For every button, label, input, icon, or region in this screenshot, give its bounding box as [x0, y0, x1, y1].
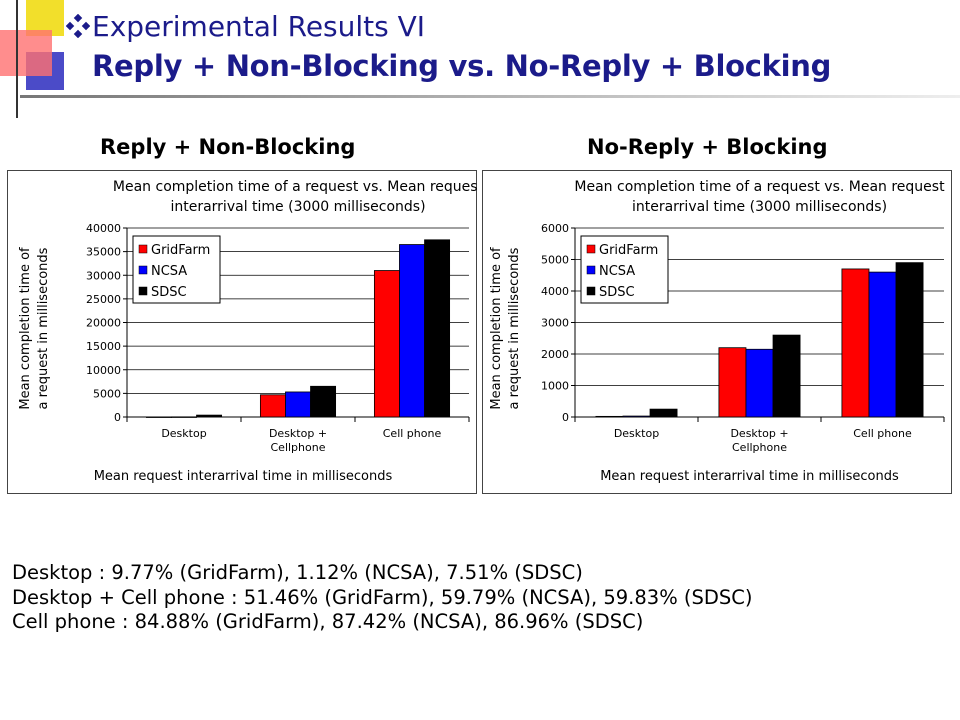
legend-label-sdsc: SDSC [599, 285, 635, 300]
y-axis-label-line: a request in milliseconds [507, 247, 522, 409]
y-tick-label: 5000 [541, 254, 569, 267]
vertical-rule [16, 0, 18, 118]
chart-noreply-blocking: Mean completion time of a request vs. Me… [482, 170, 952, 494]
legend-swatch-gridfarm [586, 244, 596, 254]
panel-title-left: Reply + Non-Blocking [100, 135, 356, 159]
y-tick-label: 4000 [541, 285, 569, 298]
legend-swatch-sdsc [586, 286, 596, 296]
results-notes: Desktop : 9.77% (GridFarm), 1.12% (NCSA)… [12, 561, 753, 635]
bar-gridfarm-1 [259, 394, 286, 418]
y-tick-label: 0 [562, 411, 569, 424]
note-desktop: Desktop : 9.77% (GridFarm), 1.12% (NCSA)… [12, 561, 583, 584]
chart-title-line: interarrival time (3000 milliseconds) [632, 199, 887, 215]
y-axis-label-line: Mean completion time of [489, 247, 504, 410]
legend-label-gridfarm: GridFarm [151, 243, 210, 258]
bar-gridfarm-2 [373, 270, 400, 418]
y-tick-label: 15000 [86, 340, 121, 353]
note-desktop-cellphone: Desktop + Cell phone : 51.46% (GridFarm)… [12, 585, 753, 609]
legend-box [132, 235, 221, 304]
x-category-label: Cellphone [271, 441, 326, 454]
slide-subtitle: Reply + Non-Blocking vs. No-Reply + Bloc… [92, 49, 832, 83]
x-category-label: Desktop [614, 427, 659, 440]
chart-reply-nonblocking: Mean completion time of a request vs. Me… [7, 170, 477, 494]
x-category-label: Cell phone [853, 427, 912, 440]
x-category-label: Desktop [161, 427, 206, 440]
y-tick-label: 30000 [86, 269, 121, 282]
y-tick-label: 1000 [541, 380, 569, 393]
bar-ncsa-2 [399, 244, 425, 418]
y-tick-label: 6000 [541, 222, 569, 235]
y-tick-label: 20000 [86, 317, 121, 330]
bar-ncsa-0 [171, 416, 197, 418]
bar-sdsc-1 [310, 385, 337, 418]
diamond-bullet-icon [66, 14, 90, 38]
legend-swatch-ncsa [586, 265, 596, 275]
y-tick-label: 5000 [93, 387, 121, 400]
bar-gridfarm-0 [595, 415, 624, 418]
y-tick-label: 3000 [541, 317, 569, 330]
bar-sdsc-2 [895, 262, 924, 418]
y-tick-label: 25000 [86, 293, 121, 306]
x-axis-label: Mean request interarrival time in millis… [600, 469, 899, 484]
bar-ncsa-1 [285, 391, 311, 418]
chart-title-line: Mean completion time of a request vs. Me… [113, 179, 477, 195]
bar-sdsc-0 [196, 414, 223, 418]
legend-swatch-sdsc [138, 286, 148, 296]
x-category-label: Desktop + [730, 427, 788, 440]
y-axis-label-line: Mean completion time of [18, 247, 33, 410]
y-tick-label: 2000 [541, 348, 569, 361]
y-axis-label-line: a request in milliseconds [36, 247, 51, 409]
legend-label-gridfarm: GridFarm [599, 243, 658, 258]
bar-ncsa-2 [868, 271, 897, 418]
legend-swatch-ncsa [138, 265, 148, 275]
bar-sdsc-0 [649, 408, 678, 418]
legend-label-ncsa: NCSA [151, 264, 187, 279]
x-category-label: Cell phone [383, 427, 442, 440]
legend-box [580, 235, 669, 304]
slide-title: Experimental Results VI [92, 10, 426, 43]
x-category-label: Desktop + [269, 427, 327, 440]
title-underline [20, 95, 960, 98]
y-tick-label: 10000 [86, 364, 121, 377]
red-square [0, 30, 52, 76]
y-tick-label: 35000 [86, 246, 121, 259]
chart-title-line: interarrival time (3000 milliseconds) [170, 199, 425, 215]
bar-ncsa-0 [622, 415, 651, 418]
bar-gridfarm-0 [145, 416, 172, 418]
panel-title-right: No-Reply + Blocking [587, 135, 828, 159]
legend-swatch-gridfarm [138, 244, 148, 254]
bar-sdsc-2 [424, 239, 451, 418]
y-tick-label: 0 [114, 411, 121, 424]
chart-title-line: Mean completion time of a request vs. Me… [574, 179, 945, 195]
corner-decoration [0, 0, 64, 118]
note-cellphone: Cell phone : 84.88% (GridFarm), 87.42% (… [12, 610, 644, 633]
legend-label-ncsa: NCSA [599, 264, 635, 279]
x-axis-label: Mean request interarrival time in millis… [94, 469, 393, 484]
x-category-label: Cellphone [732, 441, 787, 454]
bar-sdsc-1 [772, 334, 801, 418]
bar-gridfarm-1 [718, 347, 747, 418]
bar-gridfarm-2 [841, 268, 870, 418]
legend-label-sdsc: SDSC [151, 285, 187, 300]
bar-ncsa-1 [745, 348, 774, 418]
y-tick-label: 40000 [86, 222, 121, 235]
